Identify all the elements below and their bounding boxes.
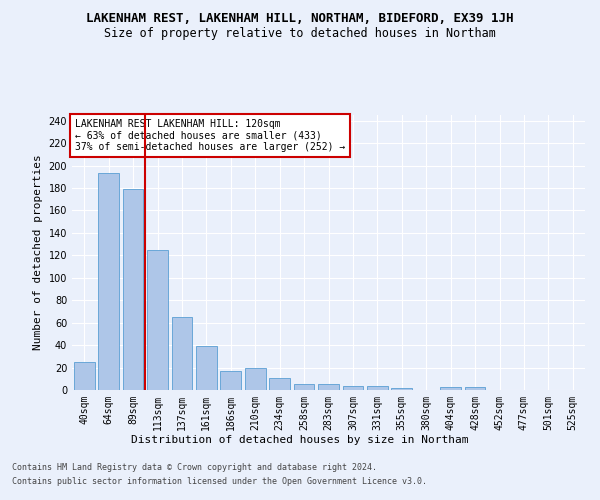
Bar (220, 371, 241, 390)
Text: LAKENHAM REST LAKENHAM HILL: 120sqm
← 63% of detached houses are smaller (433)
3: LAKENHAM REST LAKENHAM HILL: 120sqm ← 63… (74, 119, 345, 152)
Bar (464, 386, 485, 390)
Bar (172, 317, 193, 390)
Text: Size of property relative to detached houses in Northam: Size of property relative to detached ho… (104, 28, 496, 40)
Bar (391, 388, 412, 390)
Bar (122, 189, 143, 390)
Bar (269, 378, 290, 390)
Text: Distribution of detached houses by size in Northam: Distribution of detached houses by size … (131, 435, 469, 445)
Y-axis label: Number of detached properties: Number of detached properties (33, 154, 43, 350)
Bar (74, 362, 95, 390)
Bar (147, 250, 168, 390)
Bar (293, 384, 314, 390)
Bar (367, 386, 388, 390)
Text: LAKENHAM REST, LAKENHAM HILL, NORTHAM, BIDEFORD, EX39 1JH: LAKENHAM REST, LAKENHAM HILL, NORTHAM, B… (86, 12, 514, 26)
Bar (245, 368, 266, 390)
Bar (98, 174, 119, 390)
Bar (318, 384, 339, 390)
Bar (343, 386, 364, 390)
Bar (196, 346, 217, 390)
Text: Contains public sector information licensed under the Open Government Licence v3: Contains public sector information licen… (12, 478, 427, 486)
Text: Contains HM Land Registry data © Crown copyright and database right 2024.: Contains HM Land Registry data © Crown c… (12, 462, 377, 471)
Bar (440, 386, 461, 390)
